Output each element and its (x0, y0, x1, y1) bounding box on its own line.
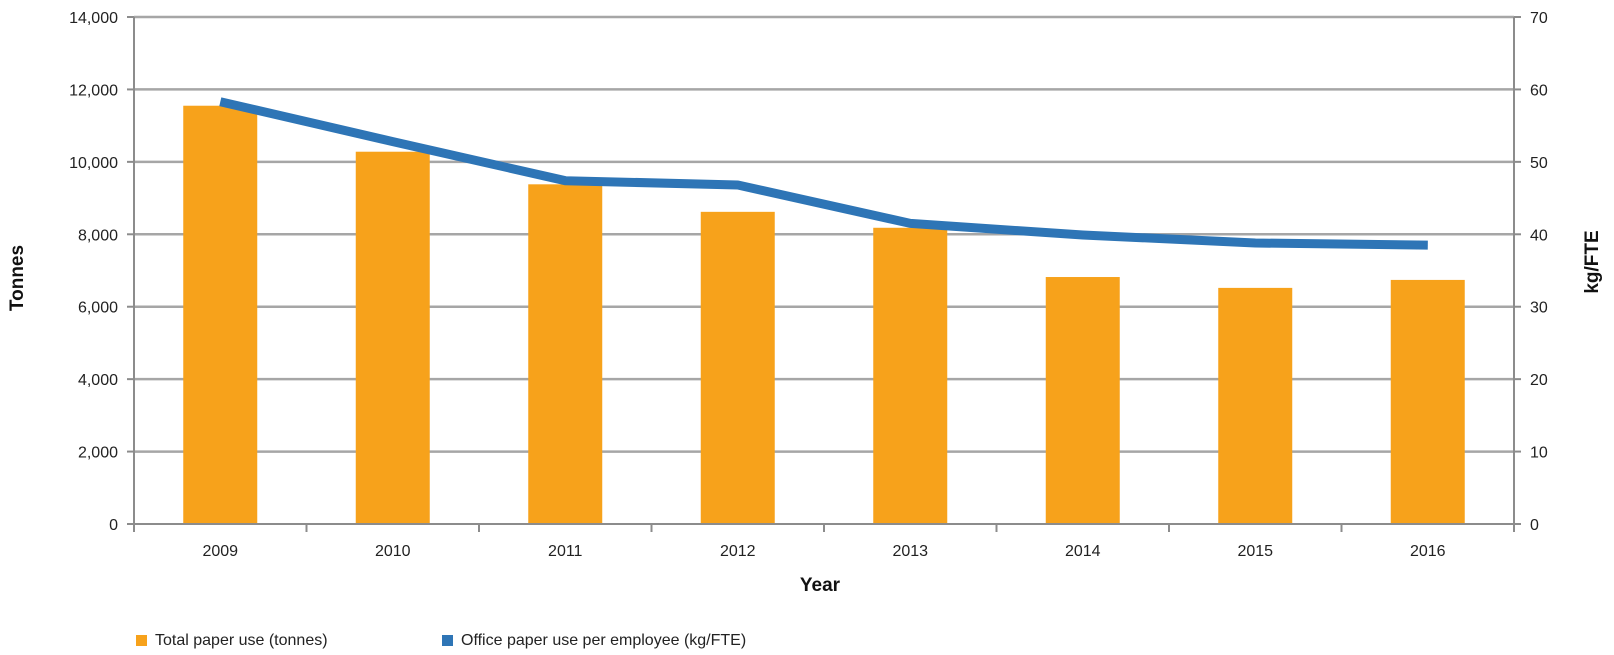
legend-label-line: Office paper use per employee (kg/FTE) (461, 632, 746, 649)
y-tick-label: 12,000 (69, 82, 118, 99)
y-axis-title: Tonnes (7, 245, 28, 311)
legend-swatch-line (442, 635, 453, 646)
x-tick-label: 2010 (375, 543, 411, 560)
legend-item-bars: Total paper use (tonnes) (136, 632, 328, 649)
x-tick-label: 2009 (202, 543, 238, 560)
y-tick-label: 6,000 (78, 300, 118, 317)
y-tick-label: 4,000 (78, 372, 118, 389)
bar-2010 (355, 151, 430, 524)
x-axis-title: Year (800, 575, 841, 596)
x-tick-label: 2013 (892, 543, 928, 560)
series-line-kg-fte (219, 97, 1428, 250)
legend: Total paper use (tonnes) Office paper us… (136, 632, 746, 649)
line-series (219, 97, 1428, 250)
x-tick-label: 2012 (720, 543, 756, 560)
y-tick-label: 8,000 (78, 227, 118, 244)
y2-tick-label: 40 (1530, 227, 1548, 244)
legend-item-line: Office paper use per employee (kg/FTE) (442, 632, 746, 649)
y2-tick-label: 30 (1530, 300, 1548, 317)
x-tick-label: 2014 (1065, 543, 1101, 560)
y-tick-label: 0 (109, 517, 118, 534)
y2-axis-title: kg/FTE (1582, 230, 1603, 293)
bar-2012 (700, 211, 775, 524)
y2-tick-label: 70 (1530, 10, 1548, 27)
y-tick-label: 14,000 (69, 10, 118, 27)
grid (134, 15, 1514, 453)
x-tick-label: 2011 (548, 543, 583, 560)
y2-tick-label: 60 (1530, 82, 1548, 99)
legend-swatch-bars (136, 635, 147, 646)
bar-series (183, 105, 1465, 524)
bar-2009 (183, 105, 258, 524)
bar-2014 (1045, 277, 1120, 524)
bar-2011 (528, 184, 603, 524)
y2-tick-label: 0 (1530, 517, 1539, 534)
axes (127, 16, 1521, 532)
bar-2015 (1218, 287, 1293, 524)
y2-tick-label: 50 (1530, 155, 1548, 172)
y2-tick-label: 10 (1530, 445, 1548, 462)
legend-label-bars: Total paper use (tonnes) (155, 632, 328, 649)
x-tick-label: 2016 (1410, 543, 1446, 560)
tick-labels: 0 2,000 4,000 6,000 8,000 10,000 12,000 14,000 0… (69, 10, 1548, 560)
y-tick-label: 2,000 (78, 445, 118, 462)
bar-2016 (1390, 279, 1465, 524)
bar-2013 (873, 227, 948, 524)
y2-tick-label: 20 (1530, 372, 1548, 389)
x-tick-label: 2015 (1237, 543, 1273, 560)
y-tick-label: 10,000 (69, 155, 118, 172)
